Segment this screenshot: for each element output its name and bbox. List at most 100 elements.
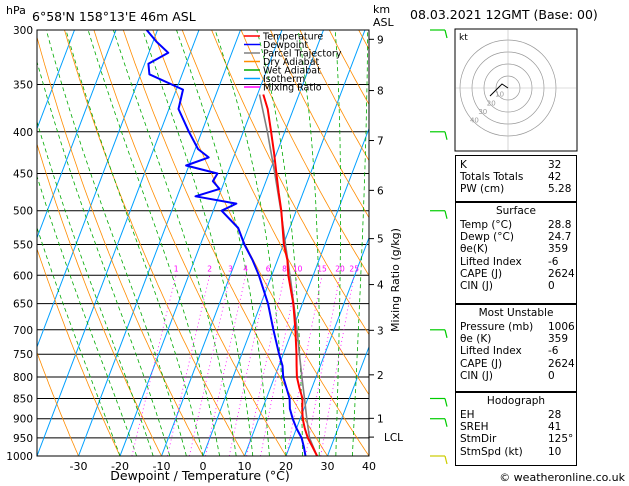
height-tick-label: 9 (377, 34, 384, 46)
pressure-tick-label: 650 (13, 299, 33, 311)
dry-adiabat-line (240, 30, 369, 277)
index-row: Temp (°C) 28.8 (460, 219, 572, 231)
index-value: 1006 (548, 321, 575, 333)
index-value: 359 (548, 243, 569, 256)
pressure-tick-label: 700 (13, 325, 33, 337)
height-tick-label: 8 (377, 86, 384, 98)
location-title: 6°58'N 158°13'E 46m ASL (32, 9, 196, 24)
background-lines (37, 30, 629, 456)
legend-label: Mixing Ratio (263, 83, 322, 94)
mixing-ratio-value-label: 4 (243, 264, 248, 273)
km-unit-label: km (373, 3, 390, 16)
wet-adiabat-line (176, 30, 270, 456)
copyright-footer: © weatheronline.co.uk (499, 471, 625, 484)
pressure-tick-label: 500 (13, 206, 33, 218)
wind-barb-flag (444, 29, 448, 39)
profiles (145, 30, 318, 456)
wet-adiabat-line (45, 30, 187, 456)
index-row: CAPE (J) 2624 (460, 267, 575, 280)
index-label: Temp (°C) (460, 219, 513, 231)
pressure-tick-label: 1000 (6, 451, 33, 463)
index-value: 24.7 (548, 231, 572, 244)
index-value: 42 (548, 171, 562, 184)
mixing-ratio-value-label: 10 (293, 264, 303, 273)
wet-adiabat-line (142, 30, 254, 456)
wet-adiabat-line (37, 120, 154, 456)
mixing-ratio-line (246, 275, 285, 456)
index-row: CIN (J) 0 (460, 370, 572, 382)
pressure-tick-label: 300 (13, 25, 33, 37)
mixing-ratio-line (320, 275, 355, 456)
pressure-tick-label: 350 (13, 80, 33, 92)
pressure-tick-label: 900 (13, 414, 33, 426)
dry-adiabat-line (299, 30, 369, 162)
height-tick-label: 5 (377, 234, 384, 246)
dewpoint-line (145, 30, 307, 456)
legend-label: Dewpoint (263, 40, 308, 51)
index-row: θe(K) 359 (460, 243, 572, 255)
index-row: EH 28 (460, 409, 572, 421)
index-label: K (460, 159, 467, 171)
isotherm-line (37, 30, 117, 240)
index-row: StmSpd (kt) 10 (460, 446, 572, 458)
hodograph-kt-label: kt (459, 33, 468, 43)
index-label: CAPE (J) (460, 357, 503, 370)
index-label: StmSpd (kt) (460, 445, 523, 458)
mixing-ratio-value-label: 20 (335, 264, 345, 273)
dry-adiabat-line (152, 30, 369, 456)
mixing-ratio-line (305, 275, 341, 456)
isotherm-line (78, 30, 241, 456)
hodograph-title: Hodograph (486, 395, 546, 407)
index-label: PW (cm) (460, 183, 505, 196)
mixing-ratio-value-label: 25 (349, 264, 359, 273)
index-label: CIN (J) (460, 280, 493, 292)
wet-adiabat-line (37, 175, 137, 456)
index-row: PW (cm) 5.28 (460, 183, 572, 195)
isotherm-line (161, 30, 324, 456)
wind-barb-flag (444, 455, 448, 465)
index-value: 359 (548, 333, 569, 346)
pressure-tick-label: 550 (13, 240, 33, 252)
wet-adiabat-line (297, 30, 321, 456)
x-axis-label: Dewpoint / Temperature (°C) (110, 468, 289, 483)
wet-adiabat-line (37, 60, 171, 456)
mixing-ratio-value-label: 15 (317, 264, 327, 273)
legend-label: Parcel Trajectory (263, 49, 342, 60)
index-row: StmDir 125° (460, 433, 573, 445)
height-tick-label: 6 (377, 185, 384, 197)
mixing-ratio-value-label: 8 (282, 264, 287, 273)
temperature-axis: -30 -20 -10 0 10 20 30 40 (70, 460, 376, 473)
surface-panel: Surface Temp (°C) 28.8 Dewp (°C) 24.7 θe(K) 3… (455, 202, 577, 304)
index-value: 28.8 (548, 219, 572, 231)
mixing-ratio-value-label: 3 (228, 264, 233, 273)
index-label: Pressure (mb) (460, 321, 534, 333)
dry-adiabat-line (624, 30, 629, 456)
index-label: EH (460, 409, 475, 421)
wet-adiabat-line (334, 30, 342, 456)
index-label: CAPE (J) (460, 267, 503, 280)
index-label: Dewp (°C) (460, 231, 514, 244)
index-value: 10 (548, 445, 562, 458)
index-label: CIN (J) (460, 369, 493, 382)
dry-adiabat-line (37, 351, 79, 456)
most-unstable-panel: Most Unstable Pressure (mb) 1006 θe (K) 359… (455, 304, 577, 392)
dry-adiabat-line (37, 142, 162, 456)
temperature-tick-label: -10 (153, 460, 171, 473)
temperature-tick-label: 0 (200, 460, 207, 473)
pressure-axis: 300 350 400 450 500 550 600 650 700 750 800 850 900 9… (6, 25, 33, 463)
index-value: 2624 (548, 267, 575, 280)
wet-adiabat-line (214, 30, 287, 456)
pressure-tick-label: 400 (13, 127, 33, 139)
parcel-trajectory-line (258, 94, 318, 456)
temperature-tick-label: -20 (111, 460, 129, 473)
hodograph-trace (489, 83, 509, 97)
dry-adiabat-line (64, 30, 245, 456)
index-label: Totals Totals (460, 171, 524, 184)
index-label: SREH (460, 421, 489, 434)
height-tick-label: 2 (377, 370, 384, 382)
hodograph-indices-panel: Hodograph EH 28 SREH 41 StmDir 125° StmSpd (kt… (455, 392, 577, 466)
hodograph-ring-label: 20 (487, 99, 496, 107)
wind-barb-flag (444, 398, 448, 407)
